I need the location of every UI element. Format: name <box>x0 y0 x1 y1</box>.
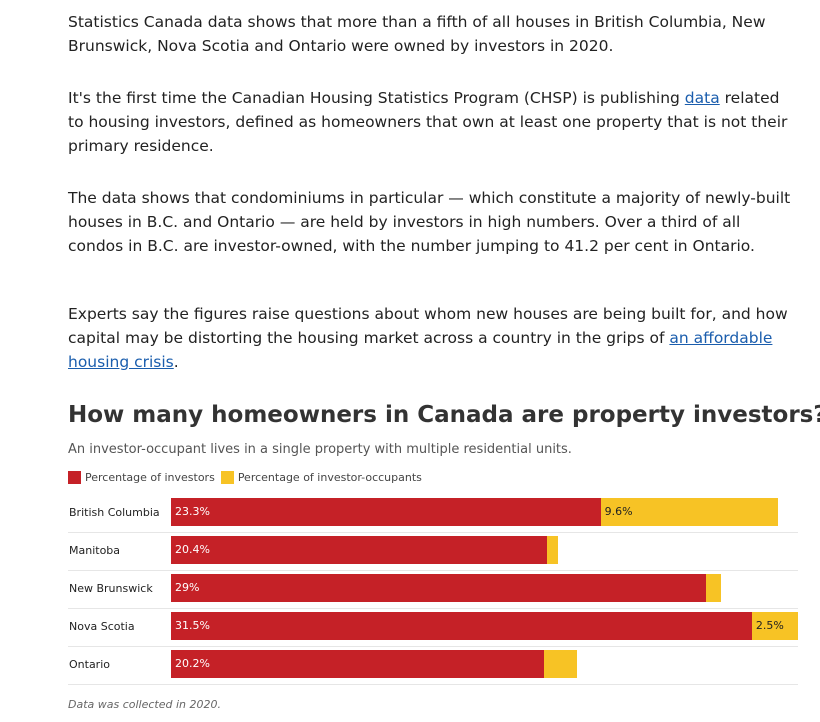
chart-footnote: Data was collected in 2020. <box>68 698 222 711</box>
category-label-manitoba: Manitoba <box>69 544 121 557</box>
bar-investors-british-columbia <box>171 498 601 526</box>
data-label-investors-nova-scotia: 31.5% <box>175 619 210 632</box>
chart-row-manitoba: Manitoba 20.4% <box>68 532 798 571</box>
data-label-investors-ontario: 20.2% <box>175 657 210 670</box>
legend-label-investor-occupants: Percentage of investor-occupants <box>237 471 422 484</box>
data-label-investor-occupants-british-columbia: 9.6% <box>604 505 633 518</box>
legend-label-investors: Percentage of investors <box>85 471 215 484</box>
legend-swatch-investors <box>68 471 81 484</box>
data-label-investors-new-brunswick: 29% <box>175 581 200 594</box>
data-label-investors-manitoba: 20.4% <box>175 543 210 556</box>
category-label-nova-scotia: Nova Scotia <box>69 620 135 633</box>
paragraph-1: Statistics Canada data shows that more t… <box>68 13 766 55</box>
bar-investors-nova-scotia <box>171 612 752 640</box>
data-link[interactable]: data <box>684 89 720 107</box>
category-label-new-brunswick: New Brunswick <box>69 582 153 595</box>
bar-investor-occupants-ontario <box>543 650 577 678</box>
legend-item-investor-occupants: Percentage of investor-occupants <box>220 471 422 484</box>
chart-legend: Percentage of investors Percentage of in… <box>68 471 428 484</box>
chart-row-new-brunswick: New Brunswick 29% <box>68 570 798 609</box>
chart-row-nova-scotia: Nova Scotia 31.5% 2.5% <box>68 608 798 647</box>
paragraph-2-text-a: It's the first time the Canadian Housing… <box>68 89 685 107</box>
affordable-housing-crisis-link[interactable]: an affordable housing crisis <box>68 329 773 371</box>
chart-row-british-columbia: British Columbia 23.3% 9.6% <box>68 494 798 533</box>
legend-swatch-investor-occupants <box>220 471 234 484</box>
chart-row-ontario: Ontario 20.2% <box>68 646 798 685</box>
bar-investors-manitoba <box>171 536 548 564</box>
paragraph-4-text-a: Experts say the figures raise questions … <box>68 305 788 347</box>
bar-investor-occupants-british-columbia <box>600 498 778 526</box>
paragraph-4: Experts say the figures raise questions … <box>68 302 798 374</box>
legend-item-investors: Percentage of investors <box>68 471 215 484</box>
bar-investor-occupants-manitoba <box>547 536 559 564</box>
paragraph-3: The data shows that condominiums in part… <box>68 189 791 255</box>
bar-investors-new-brunswick <box>171 574 706 602</box>
paragraph-2-text-b: related to housing investors, defined as… <box>68 89 788 155</box>
paragraph-4-text-b: . <box>173 353 179 371</box>
category-label-british-columbia: British Columbia <box>69 506 160 519</box>
category-label-ontario: Ontario <box>69 658 110 671</box>
data-label-investor-occupants-nova-scotia: 2.5% <box>755 619 784 632</box>
chart-subtitle: An investor-occupant lives in a single p… <box>68 442 572 457</box>
chart-title: How many homeowners in Canada are proper… <box>68 402 820 428</box>
bar-investor-occupants-nova-scotia <box>751 612 798 640</box>
paragraph-2: It's the first time the Canadian Housing… <box>68 86 798 158</box>
bar-investors-ontario <box>171 650 544 678</box>
data-label-investors-british-columbia: 23.3% <box>175 505 210 518</box>
bar-investor-occupants-new-brunswick <box>705 574 721 602</box>
